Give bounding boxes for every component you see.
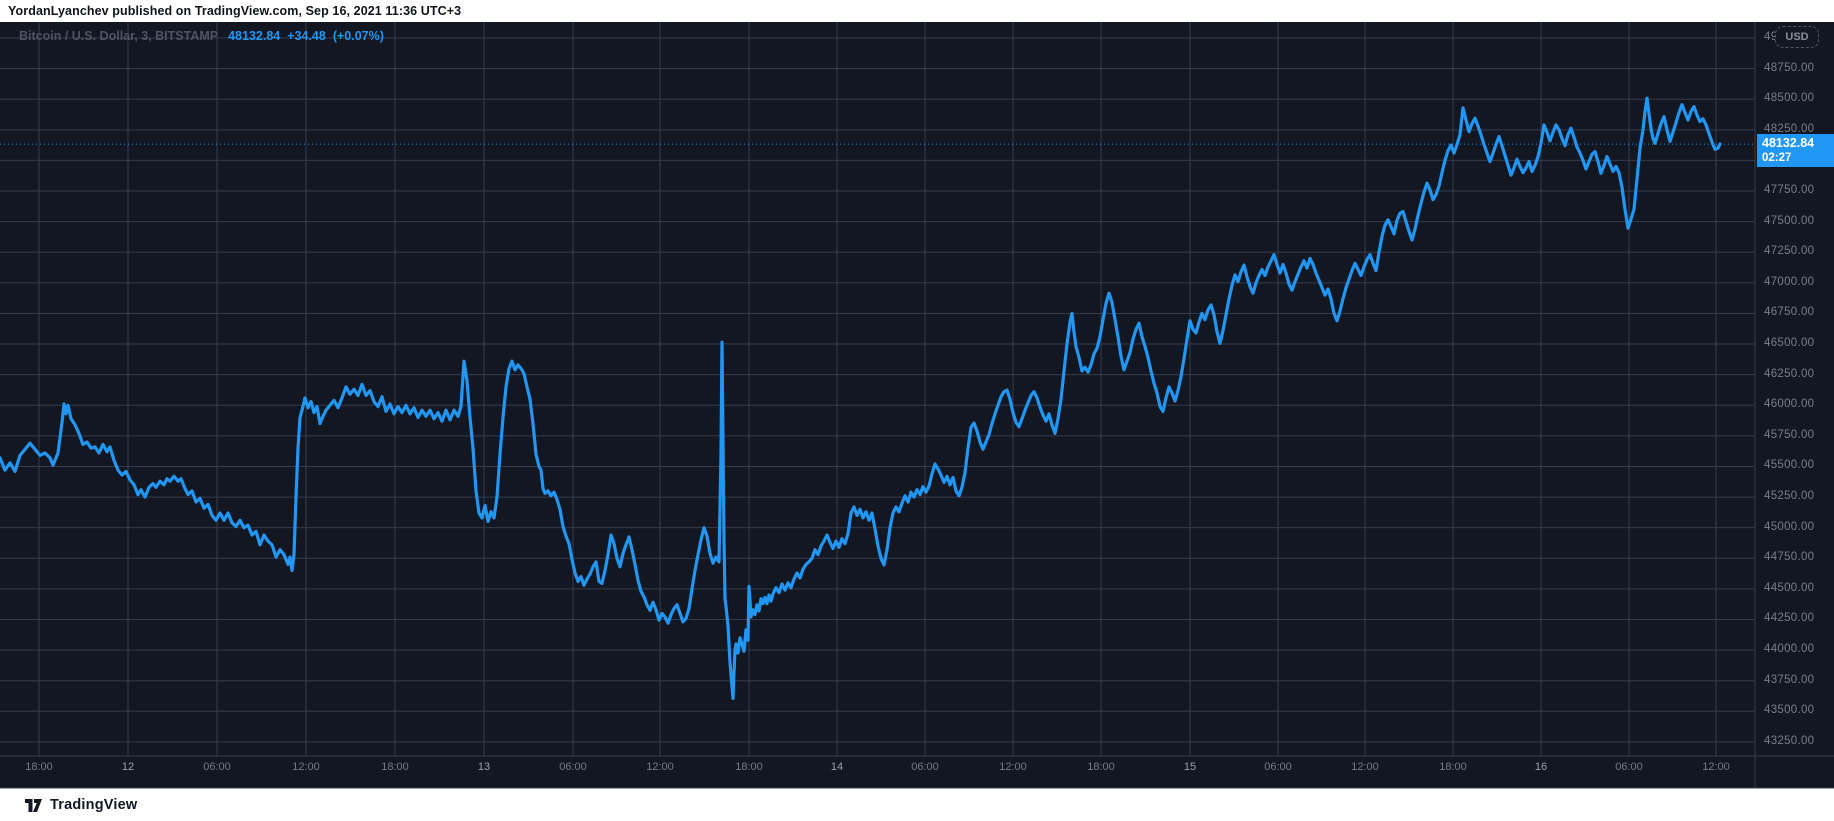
legend-change: +34.48 bbox=[287, 29, 326, 43]
price-axis-label: 47250.00 bbox=[1764, 245, 1815, 258]
time-axis-label: 12 bbox=[121, 761, 135, 773]
time-axis-label: 12:00 bbox=[999, 761, 1027, 773]
publish-info-text: YordanLyanchev published on TradingView.… bbox=[8, 4, 462, 18]
price-axis-label: 44000.00 bbox=[1764, 643, 1815, 656]
time-axis-label: 13 bbox=[477, 761, 491, 773]
price-line-series[interactable] bbox=[0, 96, 1722, 701]
price-axis-label: 46500.00 bbox=[1764, 337, 1815, 350]
price-axis-label: 48250.00 bbox=[1764, 122, 1815, 135]
price-axis-label: 48500.00 bbox=[1764, 92, 1815, 105]
tradingview-attribution[interactable]: TradingView bbox=[24, 795, 137, 814]
time-axis-label: 18:00 bbox=[1087, 761, 1115, 773]
price-axis-label: 45000.00 bbox=[1764, 520, 1815, 533]
time-axis-label: 06:00 bbox=[559, 761, 587, 773]
time-axis-label: 06:00 bbox=[1615, 761, 1643, 773]
price-axis-label: 43750.00 bbox=[1764, 673, 1815, 686]
time-axis-label: 15 bbox=[1183, 761, 1197, 773]
tradingview-logo-icon bbox=[25, 799, 42, 812]
time-axis-label: 18:00 bbox=[735, 761, 763, 773]
time-axis-label: 06:00 bbox=[1264, 761, 1292, 773]
publish-info-bar: YordanLyanchev published on TradingView.… bbox=[0, 0, 1834, 22]
currency-badge[interactable]: USD bbox=[1775, 26, 1819, 48]
price-axis-label: 46250.00 bbox=[1764, 367, 1815, 380]
price-axis-label: 44500.00 bbox=[1764, 581, 1815, 594]
currency-badge-label: USD bbox=[1785, 31, 1809, 43]
time-axis-label: 12:00 bbox=[1351, 761, 1379, 773]
time-axis-label: 12:00 bbox=[646, 761, 674, 773]
time-axis-label: 14 bbox=[830, 761, 844, 773]
price-axis-label: 46000.00 bbox=[1764, 398, 1815, 411]
tradingview-logo-text: TradingView bbox=[50, 796, 138, 813]
legend-last-price: 48132.84 bbox=[228, 29, 281, 43]
price-axis-label: 48750.00 bbox=[1764, 61, 1815, 74]
bar-countdown: 02:27 bbox=[1762, 152, 1792, 165]
time-axis-label: 06:00 bbox=[203, 761, 231, 773]
time-axis-label: 18:00 bbox=[381, 761, 409, 773]
price-axis-label: 45250.00 bbox=[1764, 490, 1815, 503]
price-axis-label: 47750.00 bbox=[1764, 184, 1815, 197]
last-price-value: 48132.84 bbox=[1762, 136, 1815, 151]
symbol-title[interactable]: Bitcoin / U.S. Dollar, 3, BITSTAMP bbox=[19, 29, 219, 43]
time-axis-label: 18:00 bbox=[1439, 761, 1467, 773]
last-price-label: 48132.84 02:27 bbox=[1757, 134, 1834, 168]
time-axis-label: 18:00 bbox=[25, 761, 53, 773]
legend-change-percent: (+0.07%) bbox=[332, 29, 384, 43]
price-axis-label: 47000.00 bbox=[1764, 275, 1815, 288]
time-axis-label: 16 bbox=[1534, 761, 1548, 773]
price-axis-label: 45500.00 bbox=[1764, 459, 1815, 472]
time-axis-label: 12:00 bbox=[292, 761, 320, 773]
price-axis-label: 43500.00 bbox=[1764, 704, 1815, 717]
time-axis-label: 06:00 bbox=[911, 761, 939, 773]
chart-legend[interactable]: Bitcoin / U.S. Dollar, 3, BITSTAMP 48132.… bbox=[19, 29, 384, 43]
price-axis-label: 43250.00 bbox=[1764, 734, 1815, 747]
price-axis-label: 44250.00 bbox=[1764, 612, 1815, 625]
price-axis-label: 44750.00 bbox=[1764, 551, 1815, 564]
price-axis-label: 47500.00 bbox=[1764, 214, 1815, 227]
price-axis-label: 45750.00 bbox=[1764, 428, 1815, 441]
time-axis-label: 12:00 bbox=[1702, 761, 1730, 773]
price-axis-label: 46750.00 bbox=[1764, 306, 1815, 319]
